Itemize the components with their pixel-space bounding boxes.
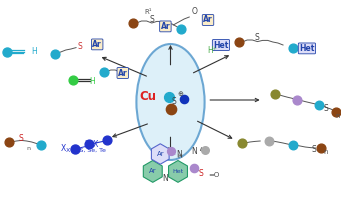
Text: X: X [60, 144, 66, 153]
Text: Ar: Ar [161, 22, 170, 31]
Point [239, 141, 245, 145]
Text: H⁺: H⁺ [208, 46, 217, 55]
Point [291, 46, 296, 50]
Text: S: S [78, 42, 83, 51]
Text: H: H [178, 154, 182, 160]
Text: n: n [26, 146, 30, 150]
Point [191, 167, 196, 170]
Point [101, 70, 107, 74]
Point [291, 143, 296, 147]
Text: X–X: X–X [85, 140, 99, 149]
Text: S: S [172, 97, 177, 106]
Text: H: H [31, 47, 37, 56]
Text: N: N [176, 150, 182, 159]
Text: S: S [254, 33, 259, 43]
Point [130, 21, 136, 25]
Point [202, 148, 207, 152]
Text: H: H [89, 77, 95, 86]
Text: S: S [19, 134, 24, 143]
Point [72, 147, 78, 151]
Point [316, 103, 322, 107]
Point [71, 78, 76, 82]
Point [294, 98, 299, 102]
Text: S: S [149, 15, 154, 23]
Text: R¹: R¹ [145, 9, 152, 15]
Text: Ar: Ar [157, 151, 164, 157]
Text: Ar: Ar [203, 16, 213, 24]
Ellipse shape [136, 44, 205, 160]
Point [318, 146, 323, 150]
Text: Ar: Ar [149, 168, 157, 174]
Polygon shape [151, 144, 169, 164]
Point [267, 139, 272, 143]
Text: S: S [324, 104, 329, 113]
Text: Cu: Cu [140, 90, 157, 102]
Polygon shape [168, 160, 188, 182]
Point [178, 27, 183, 31]
Point [168, 150, 173, 153]
Point [168, 107, 173, 111]
Text: Het: Het [213, 40, 229, 49]
Point [236, 40, 241, 44]
Text: S: S [311, 146, 316, 154]
Text: N: N [163, 174, 168, 183]
Text: O: O [191, 7, 197, 17]
Text: Ar: Ar [92, 40, 102, 49]
Point [167, 95, 172, 99]
Text: ⊕: ⊕ [178, 91, 184, 97]
Point [272, 92, 277, 96]
Text: n: n [323, 149, 328, 155]
Point [181, 97, 187, 101]
Point [87, 143, 92, 146]
Polygon shape [143, 160, 162, 182]
Point [52, 52, 57, 56]
Text: X = S, Se, Te: X = S, Se, Te [66, 148, 106, 153]
Text: Ar: Ar [118, 68, 128, 77]
Point [4, 50, 10, 54]
Text: Het: Het [173, 169, 183, 174]
Point [38, 143, 44, 147]
Text: S: S [199, 168, 204, 178]
Text: n: n [335, 113, 340, 119]
Text: =O: =O [209, 172, 220, 178]
Text: N: N [192, 148, 197, 156]
Text: Het: Het [299, 44, 315, 53]
Point [105, 139, 110, 142]
Point [333, 110, 339, 114]
Point [6, 140, 11, 144]
